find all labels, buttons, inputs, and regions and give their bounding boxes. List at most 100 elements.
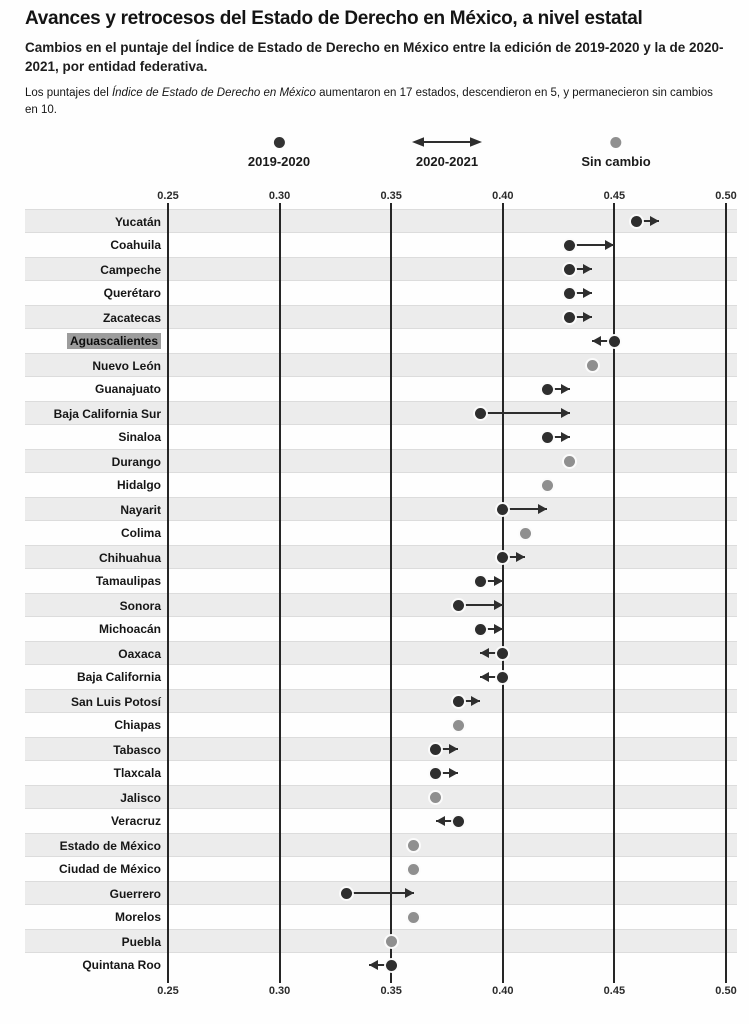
state-label: Tlaxcala [25,761,161,785]
state-label-text: Baja California Sur [53,407,161,422]
change-arrow-head-icon [449,744,459,755]
start-dot-icon [474,623,486,635]
state-label: Aguascalientes [25,329,161,353]
state-label: Querétaro [25,281,161,305]
row-plot [168,450,726,472]
state-label: San Luis Potosí [25,690,161,714]
state-label-text: Chihuahua [99,551,161,566]
start-dot-icon [631,215,643,227]
row-plot [168,402,726,424]
table-row: Estado de México [25,833,737,858]
row-plot [168,665,726,689]
no-change-dot-icon [564,455,576,467]
no-change-dot-icon [610,136,622,148]
axis-tick-label: 0.40 [492,190,514,203]
state-label-text: Oaxaca [118,647,161,662]
state-label: Guanajuato [25,377,161,401]
change-arrow-line [435,748,459,751]
state-label-text: Guerrero [109,887,161,902]
change-arrow-line [569,316,593,319]
state-label: Hidalgo [25,473,161,497]
start-dot-icon [564,263,576,275]
change-arrow-head-icon [449,768,459,779]
change-arrow-line [480,676,503,679]
no-change-dot-icon [586,359,598,371]
state-label: Baja California [25,665,161,689]
table-row: Puebla [25,929,737,954]
state-label: Quintana Roo [25,953,161,977]
state-label: Yucatán [25,210,161,234]
change-arrow-line [569,268,593,271]
axis-tick-label: 0.35 [380,190,402,203]
state-label: Chiapas [25,713,161,737]
start-dot-icon [608,335,620,347]
state-label-text: Tamaulipas [95,574,161,589]
change-arrow-head-icon [480,648,490,659]
axis-tick-label: 0.35 [380,985,402,998]
state-label-text: Tabasco [113,743,161,758]
state-label-text: Coahuila [110,238,161,253]
state-label: Durango [25,450,161,474]
row-plot [168,546,726,568]
change-arrow-head-icon [471,696,481,707]
table-row: Jalisco [25,785,737,810]
table-row: Durango [25,449,737,474]
change-arrow-line [458,700,481,703]
change-arrow-line [480,580,503,583]
state-label: Jalisco [25,786,161,810]
start-dot-icon [564,239,576,251]
legend-item-start: 2019-2020 [248,133,310,169]
no-change-dot-icon [430,791,442,803]
start-dot-icon [564,311,576,323]
table-row: Oaxaca [25,641,737,666]
double-arrow-icon [412,137,482,147]
table-row: Tabasco [25,737,737,762]
state-label: Estado de México [25,834,161,858]
state-label-text: Estado de México [59,839,161,854]
start-dot-icon [497,647,509,659]
state-label-text: Quintana Roo [82,958,161,973]
state-label: Puebla [25,930,161,954]
state-label: Campeche [25,258,161,282]
legend-nochange-icon-row [581,133,650,151]
state-label: Nuevo León [25,354,161,378]
change-arrow-line [502,556,526,559]
note-prefix: Los puntajes del [25,86,112,99]
chart-rows: Yucatán Coahuila Campeche Querétaro Zacateca… [25,203,737,984]
table-row: Tamaulipas [25,569,737,593]
start-dot-icon [474,575,486,587]
table-row: Aguascalientes [25,329,737,353]
table-row: Zacatecas [25,305,737,330]
start-dot-icon [430,743,442,755]
change-arrow-head-icon [560,408,570,419]
row-plot [168,905,726,929]
row-plot [168,377,726,401]
change-arrow-head-icon [538,504,548,515]
change-arrow-line [636,220,660,223]
legend-arrow-icon-row [411,133,483,151]
state-label: Coahuila [25,233,161,257]
change-arrow-head-icon [493,600,503,611]
state-label-text: Sinaloa [118,430,161,445]
state-label-text: Aguascalientes [66,333,161,350]
state-label-text: Jalisco [120,791,161,806]
change-arrow-line [592,340,615,343]
row-plot [168,690,726,712]
state-label-text: Ciudad de México [58,862,161,877]
state-label: Colima [25,521,161,545]
legend-item-nochange: Sin cambio [581,133,651,169]
table-row: Coahuila [25,233,737,257]
table-row: Guerrero [25,881,737,906]
start-dot-icon [474,407,486,419]
axis-tick-label: 0.50 [715,190,737,203]
legend-start-label: 2019-2020 [247,154,311,170]
row-plot [168,642,726,664]
table-row: Guanajuato [25,377,737,401]
state-label: Tamaulipas [25,569,161,593]
axis-tick-label: 0.45 [603,190,626,203]
x-axis-bottom: 0.25 0.30 0.35 0.40 0.45 0.50 [157,977,736,998]
row-plot [168,281,726,305]
no-change-dot-icon [408,839,420,851]
change-arrow-head-icon [605,240,615,251]
state-label: Veracruz [25,809,161,833]
